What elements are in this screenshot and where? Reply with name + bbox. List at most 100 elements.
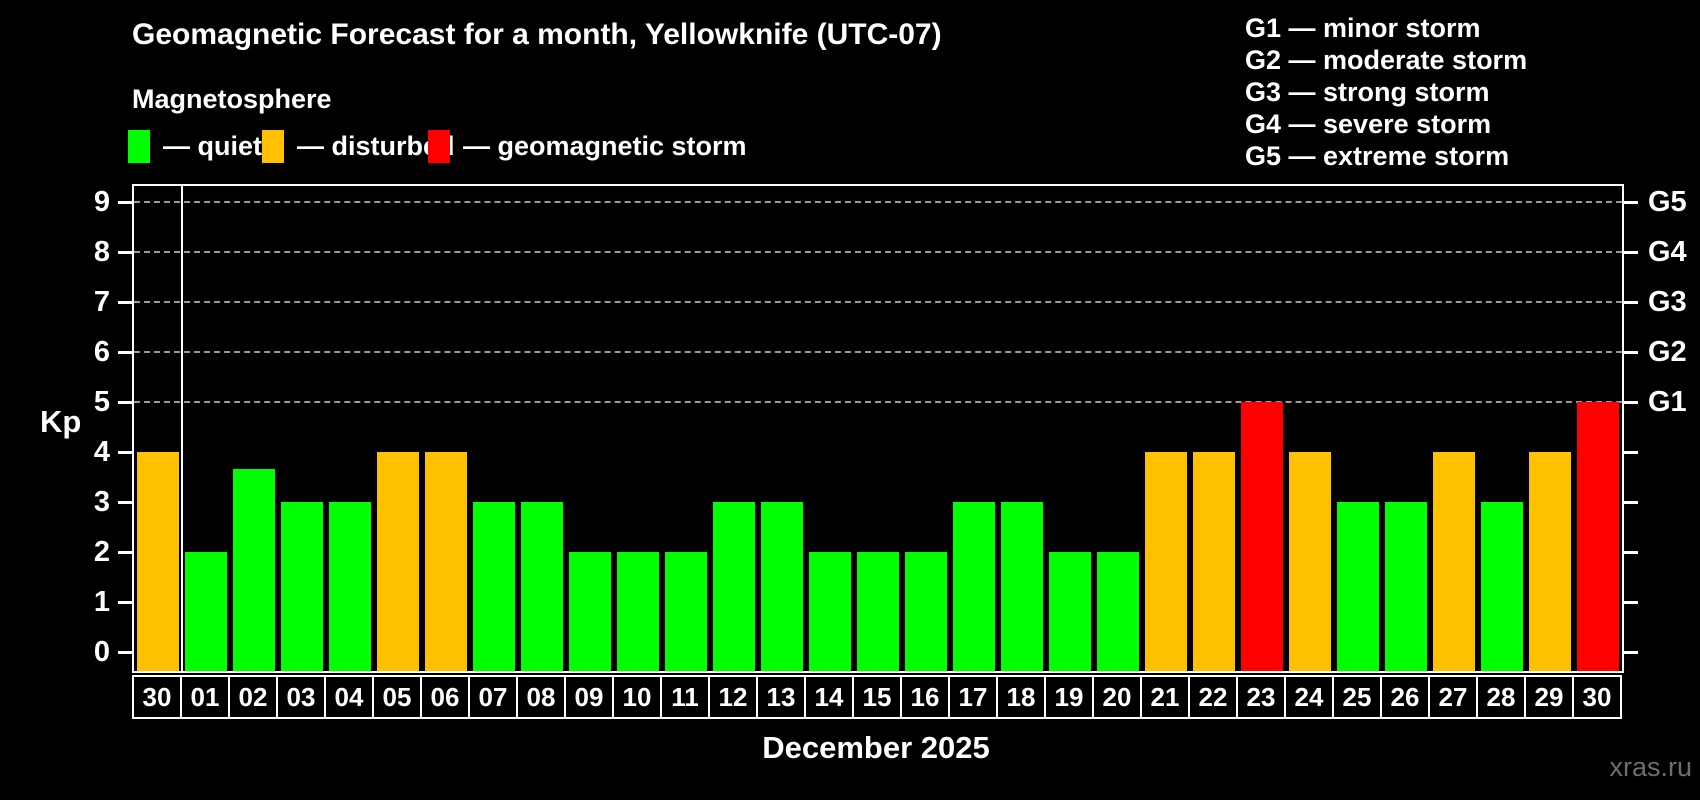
y-tick-label-1: 1 (93, 586, 110, 618)
kp-bar-day-22 (1193, 452, 1235, 671)
g-legend-item-1: G1 — minor storm (1245, 13, 1481, 43)
kp-bar-day-09 (569, 552, 611, 671)
kp-bar-day-26 (1385, 502, 1427, 671)
kp-bar-day-18 (1001, 502, 1043, 671)
kp-bar-day-20 (1097, 552, 1139, 671)
day-label-20: 20 (1092, 675, 1142, 719)
legend-item-quiet: — quiet (128, 129, 262, 163)
y-tick-right (1624, 401, 1638, 404)
kp-bar-day-19 (1049, 552, 1091, 671)
day-label-30: 30 (1572, 675, 1622, 719)
y-tick-right (1624, 451, 1638, 454)
kp-bar-day-07 (473, 502, 515, 671)
g-legend-item-3: G3 — strong storm (1245, 77, 1490, 107)
gridline-kp-5 (134, 401, 1622, 403)
kp-bar-day-28 (1481, 502, 1523, 671)
kp-bar-day-11 (665, 552, 707, 671)
kp-bar-day-23 (1241, 402, 1283, 671)
day-label-29: 29 (1524, 675, 1574, 719)
day-label-28: 28 (1476, 675, 1526, 719)
g-axis-label-G5: G5 (1648, 186, 1687, 218)
y-tick-label-0: 0 (93, 636, 110, 668)
kp-bar-day-16 (905, 552, 947, 671)
y-tick-label-9: 9 (93, 186, 110, 218)
day-label-09: 09 (564, 675, 614, 719)
day-label-03: 03 (276, 675, 326, 719)
watermark: xras.ru (1609, 752, 1692, 782)
y-tick-left (118, 451, 132, 454)
day-label-13: 13 (756, 675, 806, 719)
y-tick-right (1624, 551, 1638, 554)
kp-bar-day-24 (1289, 452, 1331, 671)
day-label-23: 23 (1236, 675, 1286, 719)
day-label-14: 14 (804, 675, 854, 719)
kp-bar-day-25 (1337, 502, 1379, 671)
y-tick-label-4: 4 (93, 436, 110, 468)
gridline-kp-6 (134, 351, 1622, 353)
kp-bar-day-17 (953, 502, 995, 671)
g-axis-label-G4: G4 (1648, 236, 1687, 268)
g-legend-item-2: G2 — moderate storm (1245, 45, 1528, 75)
day-label-25: 25 (1332, 675, 1382, 719)
y-tick-right (1624, 251, 1638, 254)
kp-bar-day-05 (377, 452, 419, 671)
x-axis-title: December 2025 (762, 730, 990, 765)
day-label-02: 02 (228, 675, 278, 719)
day-label-12: 12 (708, 675, 758, 719)
day-label-04: 04 (324, 675, 374, 719)
kp-bar-day-27 (1433, 452, 1475, 671)
y-tick-left (118, 401, 132, 404)
kp-bar-day-12 (713, 502, 755, 671)
y-tick-label-5: 5 (93, 386, 110, 418)
kp-bar-day-02 (233, 468, 275, 671)
y-tick-left (118, 651, 132, 654)
y-tick-left (118, 501, 132, 504)
gridline-kp-8 (134, 251, 1622, 253)
kp-bar-day-30 (137, 452, 179, 671)
day-label-01: 01 (180, 675, 230, 719)
day-label-18: 18 (996, 675, 1046, 719)
day-label-19: 19 (1044, 675, 1094, 719)
x-axis-day-labels: 30 01 02 03 04 05 06 07 08 09 10 11 12 13 14 15 16 17 18 19… (132, 675, 1622, 719)
legend-swatch-storm (428, 129, 450, 163)
y-tick-left (118, 251, 132, 254)
y-tick-right (1624, 301, 1638, 304)
legend-swatch-quiet (128, 129, 150, 163)
kp-bar-day-08 (521, 502, 563, 671)
g-legend-item-4: G4 — severe storm (1245, 109, 1492, 139)
kp-bar-day-14 (809, 552, 851, 671)
day-label-15: 15 (852, 675, 902, 719)
kp-bar-day-06 (425, 452, 467, 671)
g-axis-label-G1: G1 (1648, 386, 1687, 418)
y-tick-left (118, 351, 132, 354)
day-label-07: 07 (468, 675, 518, 719)
y-tick-left (118, 201, 132, 204)
y-tick-right (1624, 651, 1638, 654)
day-label-24: 24 (1284, 675, 1334, 719)
y-tick-left (118, 301, 132, 304)
kp-bar-day-29 (1529, 452, 1571, 671)
kp-bar-day-13 (761, 502, 803, 671)
g-axis-label-G3: G3 (1648, 286, 1687, 318)
kp-bar-chart-plot-area: 0 1 2 3 4 5 6 7 8 9 G1 G2 G3 G4 G5 (94, 184, 1687, 673)
day-label-10: 10 (612, 675, 662, 719)
day-label-11: 11 (660, 675, 710, 719)
magnetosphere-label: Magnetosphere (132, 84, 332, 114)
kp-bar-day-04 (329, 502, 371, 671)
kp-bar-day-01 (185, 552, 227, 671)
g-legend-item-5: G5 — extreme storm (1245, 141, 1510, 171)
kp-bar-day-21 (1145, 452, 1187, 671)
page-title: Geomagnetic Forecast for a month, Yellow… (132, 18, 942, 51)
day-label-27: 27 (1428, 675, 1478, 719)
kp-bar-day-15 (857, 552, 899, 671)
y-tick-left (118, 601, 132, 604)
legend-swatch-disturbed (262, 129, 284, 163)
y-tick-right (1624, 601, 1638, 604)
day-label-26: 26 (1380, 675, 1430, 719)
legend-label-quiet: — quiet (163, 130, 262, 161)
gridline-kp-9 (134, 201, 1622, 203)
y-tick-right (1624, 351, 1638, 354)
y-tick-label-3: 3 (93, 486, 110, 518)
legend-item-storm: — geomagnetic storm (428, 129, 747, 163)
